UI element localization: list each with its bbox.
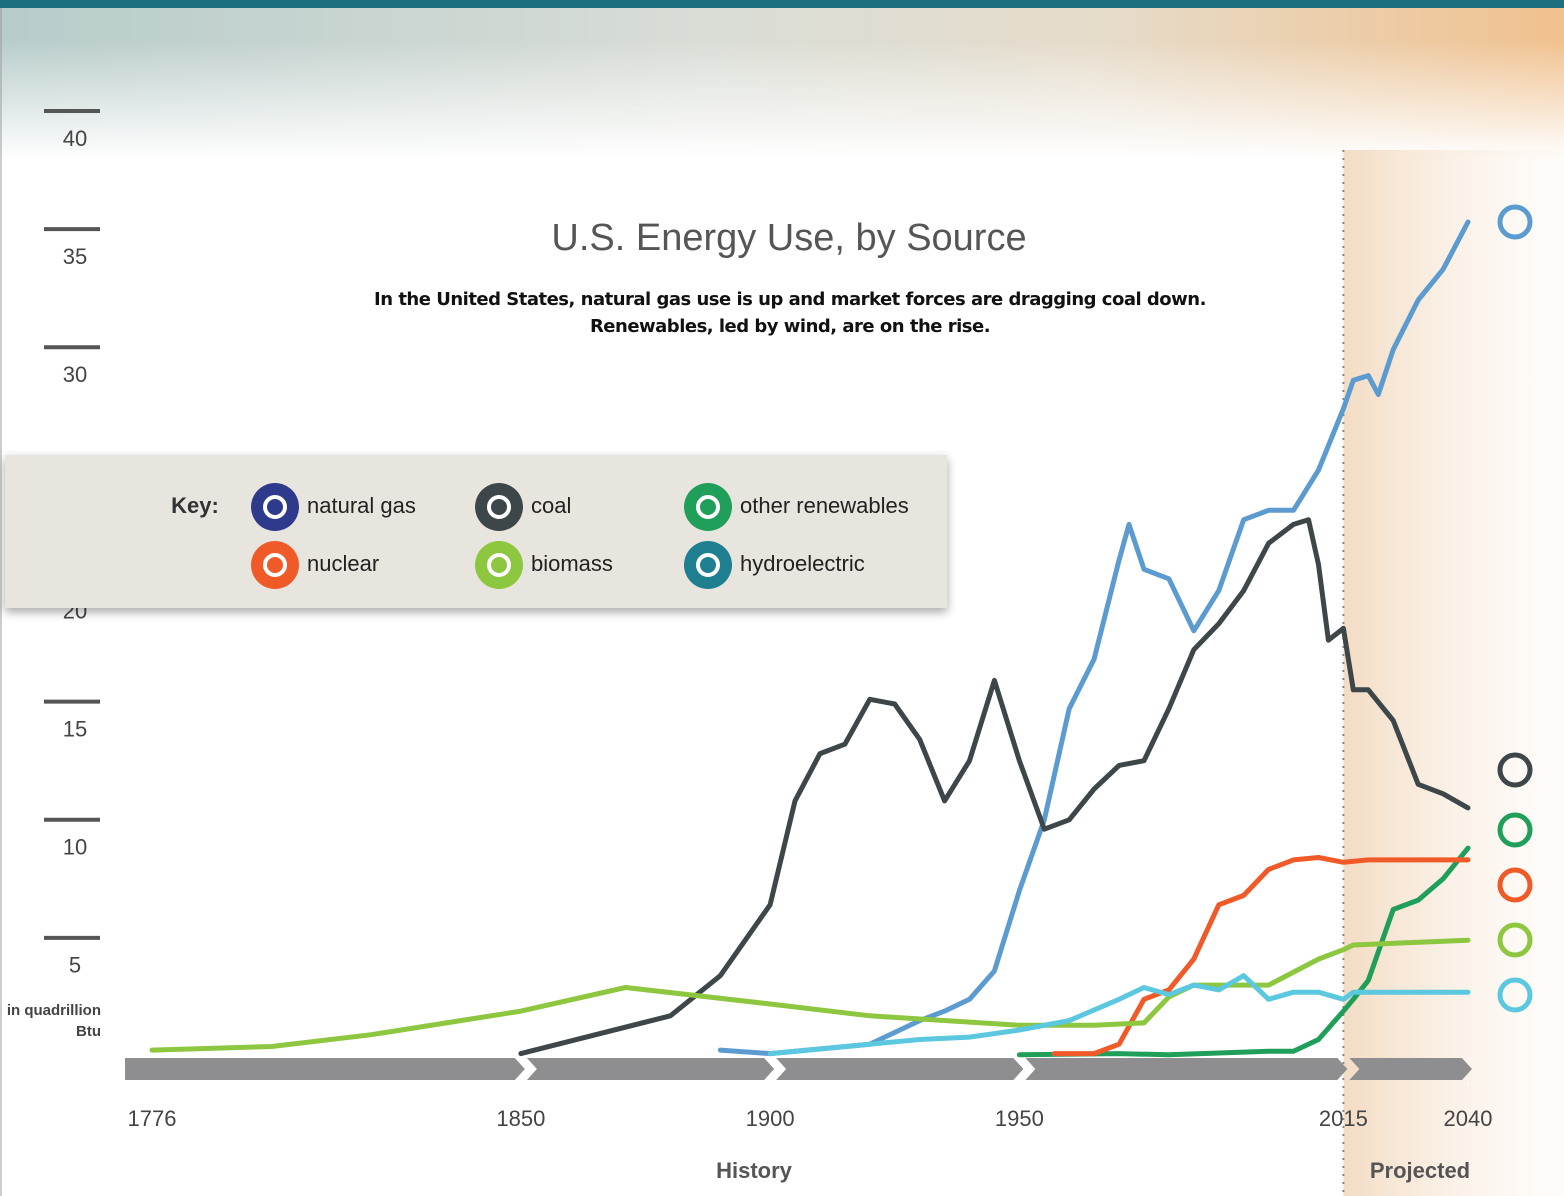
legend-icon <box>475 483 523 531</box>
legend-title: Key: <box>171 493 219 518</box>
legend-icon <box>251 483 299 531</box>
legend-label: nuclear <box>307 551 379 576</box>
background-layer <box>1343 150 1564 1196</box>
y-axis-label: in quadrillion Btu <box>0 1000 101 1042</box>
chart-title: U.S. Energy Use, by Source <box>551 217 1026 259</box>
timeline-chevron <box>1025 1058 1347 1080</box>
legend-icon <box>475 541 523 589</box>
legend-label: natural gas <box>307 493 416 518</box>
legend-icon <box>251 541 299 589</box>
y-tick-label: 30 <box>63 362 87 387</box>
projection-shade <box>1343 150 1564 1196</box>
x-tick-label: 1776 <box>128 1106 177 1131</box>
header-bar <box>0 0 1564 8</box>
period-label: History <box>716 1158 793 1183</box>
x-tick-label: 2015 <box>1319 1106 1368 1131</box>
legend-icon <box>684 541 732 589</box>
timeline-chevron <box>527 1058 774 1080</box>
x-tick-label: 1950 <box>995 1106 1044 1131</box>
chart: 510152025303540177618501900195020152040 … <box>0 0 1564 1196</box>
timeline-chevron <box>1349 1058 1472 1080</box>
timeline-chevron <box>125 1058 525 1080</box>
y-tick-label: 35 <box>63 244 87 269</box>
legend-box <box>5 455 947 608</box>
period-label: Projected <box>1370 1158 1470 1183</box>
x-tick-label: 1850 <box>496 1106 545 1131</box>
axes: 510152025303540177618501900195020152040 <box>44 111 1492 1131</box>
legend-label: hydroelectric <box>740 551 865 576</box>
legend-label: coal <box>531 493 571 518</box>
x-tick-label: 1900 <box>746 1106 795 1131</box>
chart-subtitle: In the United States, natural gas use is… <box>374 289 1206 310</box>
x-tick-label: 2040 <box>1444 1106 1493 1131</box>
y-tick-label: 40 <box>63 126 87 151</box>
header-fade <box>0 40 1564 160</box>
timeline-chevron <box>776 1058 1023 1080</box>
legend-icon <box>684 483 732 531</box>
chart-subtitle: Renewables, led by wind, are on the rise… <box>590 316 990 337</box>
legend-label: biomass <box>531 551 613 576</box>
y-axis-label-box: in quadrillion Btu <box>0 1000 101 1070</box>
legend-label: other renewables <box>740 493 909 518</box>
y-tick-label: 15 <box>63 716 87 741</box>
series-line <box>152 940 1468 1050</box>
y-tick-label: 10 <box>63 835 87 860</box>
legend: Key: natural gas coal other renewables nucl… <box>5 455 947 608</box>
y-tick-label: 5 <box>69 953 81 978</box>
